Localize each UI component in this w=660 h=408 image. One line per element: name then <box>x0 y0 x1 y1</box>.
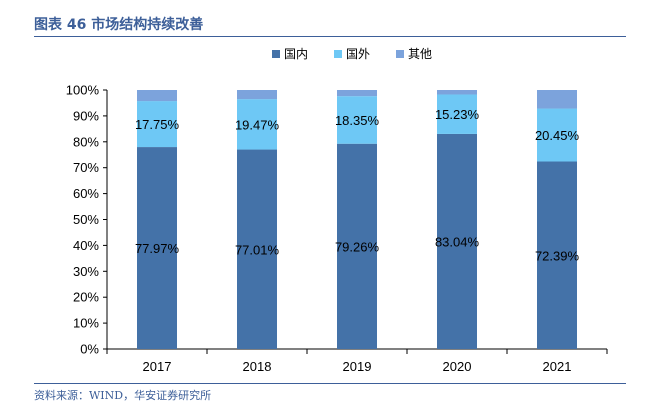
data-label: 18.35% <box>335 113 380 128</box>
chart-legend: 国内 国外 其他 <box>272 47 432 61</box>
data-label: 17.75% <box>135 117 180 132</box>
bar-segment <box>337 90 377 97</box>
title-rule <box>34 36 626 37</box>
bar-segment <box>137 90 177 102</box>
y-tick-label: 40% <box>73 238 99 253</box>
data-label: 15.23% <box>435 107 480 122</box>
legend-swatch <box>272 50 280 58</box>
y-axis: 0% 10% 20% 30% 40% 50% 60% 70% 80% 90% 100% <box>66 83 108 357</box>
y-tick-label: 70% <box>73 160 99 175</box>
y-tick-label: 10% <box>73 316 99 331</box>
data-label: 79.26% <box>335 239 380 254</box>
y-tick-label: 30% <box>73 264 99 279</box>
bar-segment <box>437 94 477 134</box>
bar-segment <box>237 149 277 349</box>
y-tick-label: 100% <box>66 83 100 98</box>
x-tick-label: 2021 <box>543 359 572 374</box>
y-tick-label: 20% <box>73 290 99 305</box>
bar-segment <box>537 161 577 349</box>
bar-segment <box>437 90 477 95</box>
y-tick-label: 60% <box>73 186 99 201</box>
source-rule <box>34 383 626 384</box>
bar-segment <box>537 108 577 162</box>
y-tick-label: 80% <box>73 134 99 149</box>
data-label: 20.45% <box>535 128 580 143</box>
y-tick-label: 0% <box>80 342 99 357</box>
data-labels: 77.97% 17.75% 77.01% 19.47% 79.26% 18.35% 83.0… <box>135 107 580 263</box>
bar-segment <box>137 147 177 349</box>
y-tick-label: 50% <box>73 212 99 227</box>
legend-label: 国外 <box>346 47 370 61</box>
data-label: 72.39% <box>535 248 580 263</box>
legend-label: 国内 <box>284 47 308 61</box>
legend-swatch <box>396 50 404 58</box>
legend-label: 其他 <box>408 47 432 61</box>
data-label: 77.97% <box>135 241 180 256</box>
data-label: 83.04% <box>435 234 480 249</box>
bar-segment <box>137 101 177 148</box>
bar-segment <box>337 143 377 349</box>
bar-segment <box>337 96 377 144</box>
bars <box>137 90 577 349</box>
x-axis: 2017 2018 2019 2020 2021 <box>106 348 608 374</box>
data-label: 77.01% <box>235 242 280 257</box>
bar-segment <box>237 90 277 100</box>
data-label: 19.47% <box>235 117 280 132</box>
x-tick-label: 2017 <box>143 359 172 374</box>
source-note: 资料来源：WIND，华安证券研究所 <box>34 389 212 402</box>
legend-swatch <box>334 50 342 58</box>
figure-title: 图表 46 市场结构持续改善 <box>34 17 204 33</box>
bar-segment <box>537 90 577 109</box>
x-tick-label: 2018 <box>243 359 272 374</box>
bar-segment <box>237 99 277 150</box>
x-tick-label: 2019 <box>343 359 372 374</box>
y-tick-label: 90% <box>73 108 99 123</box>
bar-segment <box>437 133 477 349</box>
x-tick-label: 2020 <box>443 359 472 374</box>
